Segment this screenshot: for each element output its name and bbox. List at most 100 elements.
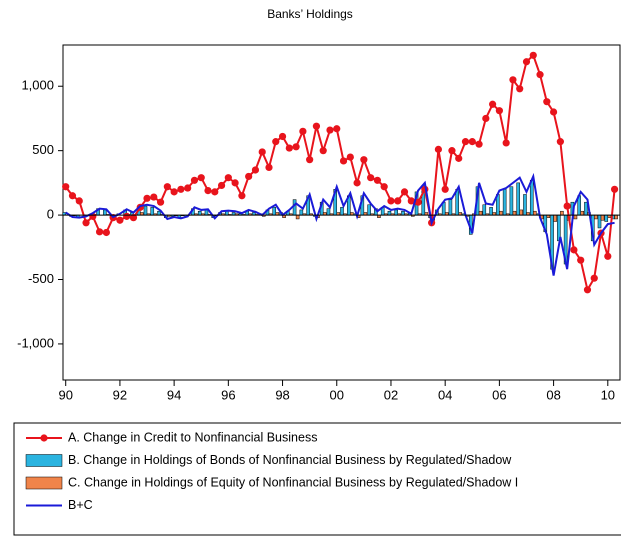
point: [123, 212, 131, 220]
legend-marker: [40, 434, 48, 442]
bar: [340, 207, 344, 216]
point: [217, 181, 226, 190]
bar: [600, 214, 605, 221]
bar: [499, 210, 503, 216]
bar: [529, 180, 534, 216]
point: [441, 185, 449, 193]
legend-label: C. Change in Holdings of Equity of Nonfi…: [68, 475, 518, 489]
point: [353, 179, 361, 187]
point: [333, 125, 341, 133]
point: [170, 188, 178, 196]
x-tick-label: 90: [58, 387, 72, 402]
x-tick-label: 06: [492, 387, 506, 402]
x-tick-label: 98: [275, 387, 289, 402]
series-line: [65, 172, 615, 276]
bar: [448, 199, 453, 216]
bar: [519, 209, 524, 216]
point: [536, 71, 544, 79]
point: [224, 174, 232, 182]
bar: [597, 214, 602, 229]
x-tick-label: 94: [167, 387, 181, 402]
bar: [523, 194, 527, 216]
point: [563, 202, 571, 210]
bar: [272, 207, 277, 216]
point: [367, 174, 375, 182]
point: [434, 145, 442, 153]
point: [400, 188, 409, 196]
bar: [204, 209, 209, 216]
bar: [394, 209, 398, 216]
bar: [509, 186, 514, 216]
bar: [560, 210, 564, 216]
bar: [157, 210, 161, 216]
bar: [295, 214, 300, 220]
point: [62, 183, 70, 191]
bar: [489, 207, 493, 216]
x-tick-label: 96: [221, 387, 235, 402]
point: [394, 197, 402, 205]
point: [82, 219, 90, 227]
bar: [482, 204, 487, 216]
point: [346, 153, 354, 161]
point: [285, 144, 293, 152]
point: [177, 185, 185, 193]
point: [522, 58, 531, 66]
point: [326, 126, 334, 134]
point: [468, 138, 476, 146]
point: [556, 138, 564, 146]
y-tick-label: 500: [32, 142, 54, 157]
point: [380, 183, 388, 191]
point: [299, 127, 307, 135]
bar: [103, 209, 107, 216]
y-tick-label: -1,000: [17, 335, 54, 350]
x-tick-label: 08: [546, 387, 560, 402]
point: [68, 192, 77, 200]
legend-swatch: [25, 454, 63, 467]
point: [495, 107, 503, 115]
point: [509, 76, 517, 84]
bar: [512, 210, 517, 216]
bar: [502, 189, 507, 216]
bar: [387, 210, 392, 216]
bar: [326, 208, 331, 216]
bar: [604, 214, 609, 222]
point: [448, 147, 456, 155]
point: [292, 143, 300, 151]
point: [163, 183, 171, 191]
bar: [455, 189, 459, 216]
bar: [580, 210, 584, 216]
bar: [143, 205, 148, 216]
point: [251, 166, 260, 174]
point: [583, 286, 592, 294]
point: [116, 216, 124, 224]
point: [570, 246, 578, 254]
point: [156, 198, 165, 206]
point: [461, 138, 470, 146]
series-line: [64, 53, 616, 293]
point: [407, 197, 415, 205]
point: [604, 252, 612, 260]
bar: [367, 204, 371, 216]
point: [231, 179, 239, 187]
legend-label: B+C: [68, 498, 93, 512]
bar: [573, 214, 578, 220]
point: [184, 184, 192, 192]
bar: [299, 209, 304, 216]
x-tick-label: 02: [384, 387, 398, 402]
x-tick-label: 10: [601, 387, 615, 402]
point: [387, 197, 395, 205]
point: [373, 176, 382, 184]
point: [204, 186, 212, 195]
point: [75, 197, 83, 205]
point: [319, 147, 327, 155]
point: [150, 193, 158, 201]
point: [312, 122, 321, 130]
bar: [292, 199, 297, 216]
bar: [150, 207, 155, 216]
point: [258, 148, 266, 156]
legend-label: A. Change in Credit to Nonfinancial Busi…: [68, 430, 317, 444]
point: [339, 157, 348, 165]
bar: [594, 214, 598, 220]
point: [102, 228, 110, 237]
point: [529, 51, 537, 59]
